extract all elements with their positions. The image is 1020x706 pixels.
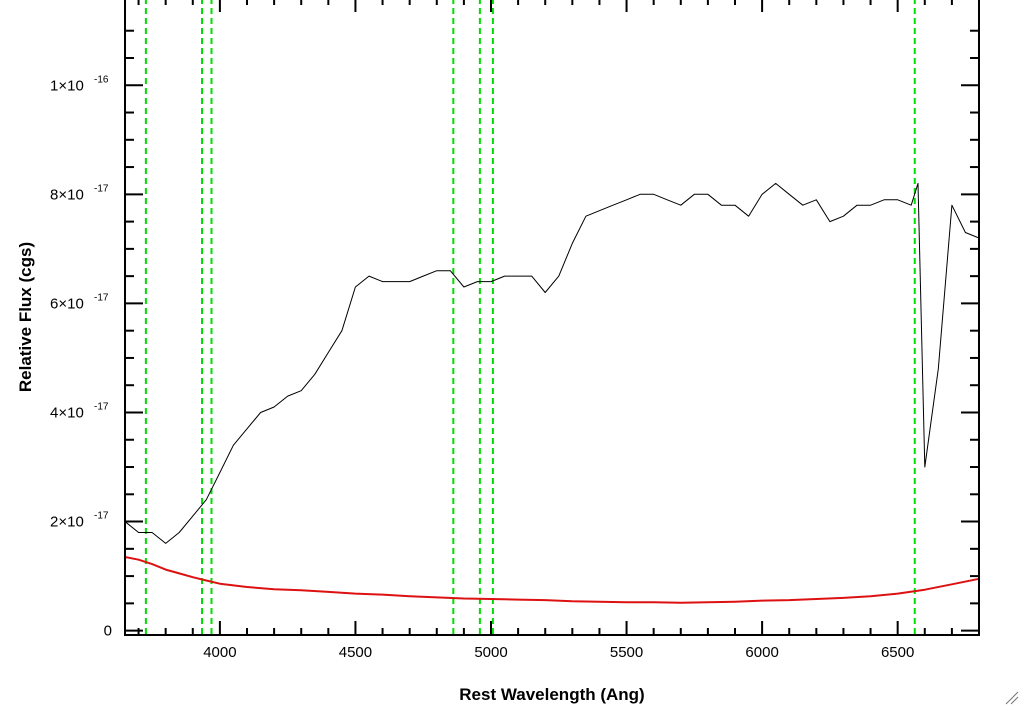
x-tick-label: 4000 <box>203 644 236 661</box>
x-tick-label: 4500 <box>339 644 372 661</box>
series-line-1 <box>124 556 980 604</box>
y-tick-exponent: -17 <box>94 292 109 303</box>
x-tick-label: 5500 <box>610 644 643 661</box>
reference-lines <box>144 0 916 635</box>
resize-grip-icon[interactable] <box>1005 691 1019 705</box>
y-tick-exponent: -17 <box>94 183 109 194</box>
y-tick-label: 2×10 <box>50 514 84 531</box>
x-tick-label: 5000 <box>474 644 507 661</box>
y-tick-label: 8×10 <box>50 186 84 203</box>
y-tick-label: 6×10 <box>50 295 84 312</box>
y-tick-exponent: -17 <box>94 401 109 412</box>
y-axis: 0 2×10 -17 4×10 -17 6×10 -17 8×10 -17 1×10 -16 <box>50 29 979 640</box>
series-line-0 <box>124 182 980 544</box>
x-axis-label: Rest Wavelength (Ang) <box>459 685 644 704</box>
y-axis-label: Relative Flux (cgs) <box>16 242 35 392</box>
x-tick-label: 6000 <box>745 644 778 661</box>
y-tick-label: 1×10 <box>50 77 84 94</box>
x-axis: 4000 4500 5000 5500 6000 6500 <box>137 0 980 661</box>
y-tick-exponent: -16 <box>94 74 109 85</box>
x-tick-label: 6500 <box>881 644 914 661</box>
series-layer <box>124 182 980 604</box>
y-tick-label: 4×10 <box>50 404 84 421</box>
y-tick-label: 0 <box>104 623 112 640</box>
plot-frame <box>124 0 980 636</box>
y-tick-exponent: -17 <box>94 511 109 522</box>
